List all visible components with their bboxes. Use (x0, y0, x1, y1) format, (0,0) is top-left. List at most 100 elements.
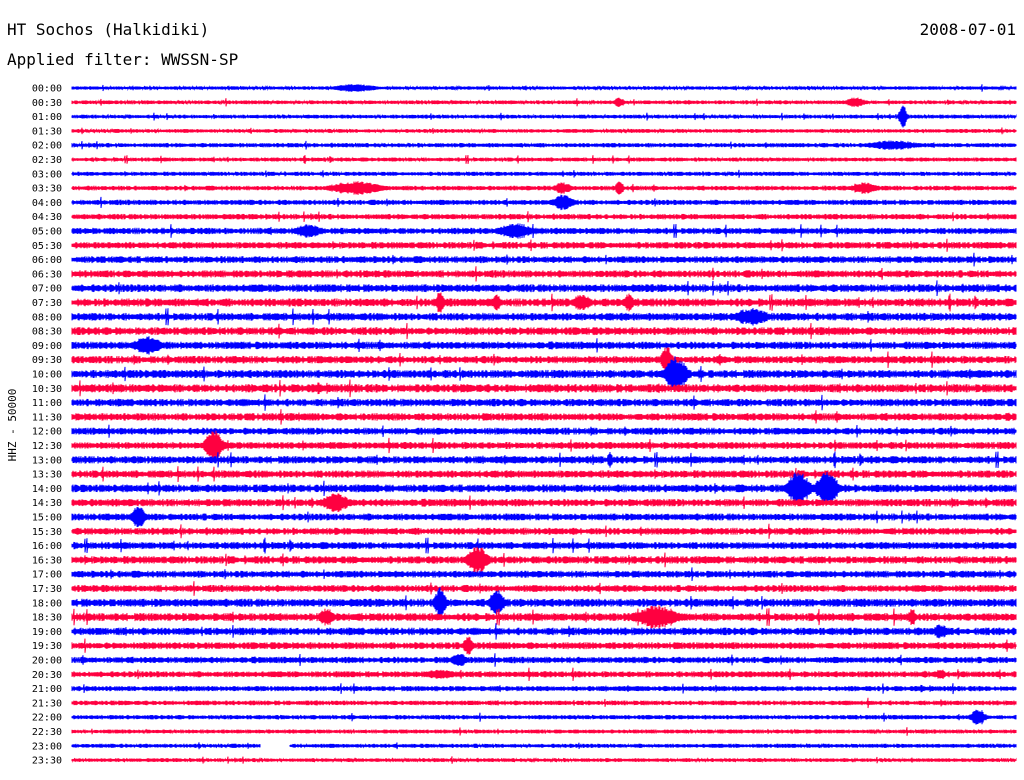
row-time-label: 19:00 (32, 627, 62, 638)
y-axis-label: HHZ - 50000 (6, 389, 19, 462)
seismic-trace (71, 605, 1017, 629)
seismic-trace (71, 409, 1017, 425)
row-time-label: 00:00 (32, 84, 62, 95)
seismic-trace (71, 266, 1017, 282)
seismic-trace (71, 280, 1017, 297)
row-time-label: 17:00 (32, 570, 62, 581)
seismic-trace (71, 587, 1017, 619)
seismic-trace (71, 169, 1017, 178)
row-time-label: 20:30 (32, 670, 62, 681)
row-time-label: 13:30 (32, 470, 62, 481)
row-time-label: 07:30 (32, 298, 62, 309)
seismic-trace (71, 84, 1017, 92)
seismic-trace (71, 252, 1017, 267)
row-time-label: 15:00 (32, 513, 62, 524)
row-time-label: 18:00 (32, 598, 62, 609)
seismic-trace (71, 523, 1017, 539)
filter-label: Applied filter: (7, 50, 152, 69)
row-time-label: 19:30 (32, 641, 62, 652)
seismic-trace (71, 238, 1017, 252)
row-time-label: 01:30 (32, 126, 62, 137)
row-time-label: 03:00 (32, 169, 62, 180)
seismic-trace (71, 194, 1017, 211)
row-time-label: 16:00 (32, 541, 62, 552)
filter-value: WWSSN-SP (161, 50, 239, 69)
row-time-label: 08:30 (32, 327, 62, 338)
seismic-trace (71, 211, 1017, 223)
seismic-trace (71, 546, 1017, 574)
date-label: 2008-07-01 (919, 20, 1016, 39)
row-time-label: 00:30 (32, 98, 62, 109)
seismic-trace (71, 347, 1017, 373)
seismic-trace (71, 97, 1017, 108)
row-time-label: 20:00 (32, 656, 62, 667)
row-labels: 00:00 00:30 01:00 01:30 02:00 02:30 03:00 03:30… (32, 84, 62, 767)
row-time-label: 10:30 (32, 384, 62, 395)
seismic-trace (71, 697, 1017, 709)
row-time-label: 11:00 (32, 398, 62, 409)
row-time-label: 02:00 (32, 141, 62, 152)
seismic-trace (71, 336, 1017, 355)
row-time-label: 23:30 (32, 756, 62, 767)
seismic-trace (71, 451, 1017, 469)
row-time-label: 08:00 (32, 312, 62, 323)
seismic-trace (71, 424, 1017, 438)
seismic-trace (71, 567, 1017, 582)
row-time-label: 14:00 (32, 484, 62, 495)
row-time-label: 14:30 (32, 498, 62, 509)
row-time-label: 22:30 (32, 727, 62, 738)
row-time-label: 02:30 (32, 155, 62, 166)
seismic-trace (71, 323, 1017, 340)
row-time-label: 21:00 (32, 684, 62, 695)
row-time-label: 12:00 (32, 427, 62, 438)
seismic-trace (71, 105, 1017, 128)
row-time-label: 04:30 (32, 212, 62, 223)
seismic-trace (71, 727, 1017, 736)
filter-line: Applied filter: WWSSN-SP (7, 50, 238, 69)
row-time-label: 21:30 (32, 698, 62, 709)
row-time-label: 15:30 (32, 527, 62, 538)
seismic-trace (71, 307, 1017, 326)
seismic-trace (71, 379, 1017, 398)
seismic-trace (71, 127, 1017, 135)
seismic-trace (71, 581, 1017, 596)
row-time-label: 09:30 (32, 355, 62, 366)
seismic-trace (71, 394, 1017, 411)
row-time-label: 01:00 (32, 112, 62, 123)
station-title: HT Sochos (Halkidiki) (7, 20, 210, 39)
row-time-label: 05:00 (32, 227, 62, 238)
row-time-label: 18:30 (32, 613, 62, 624)
seismic-trace (71, 742, 1017, 750)
seismic-trace (71, 493, 1017, 513)
row-time-label: 11:30 (32, 412, 62, 423)
row-time-label: 22:00 (32, 713, 62, 724)
row-time-label: 04:00 (32, 198, 62, 209)
row-time-label: 10:00 (32, 370, 62, 381)
seismic-trace (71, 506, 1017, 528)
seismic-trace (71, 636, 1017, 655)
row-time-label: 23:00 (32, 741, 62, 752)
seismic-trace (71, 356, 1017, 392)
seismic-trace (71, 653, 1017, 667)
row-time-label: 06:00 (32, 255, 62, 266)
row-time-label: 06:30 (32, 269, 62, 280)
row-time-label: 07:00 (32, 284, 62, 295)
row-time-label: 09:00 (32, 341, 62, 352)
row-time-label: 05:30 (32, 241, 62, 252)
row-time-label: 17:30 (32, 584, 62, 595)
seismic-trace (71, 756, 1017, 764)
seismic-trace (71, 683, 1017, 695)
seismic-trace (71, 471, 1017, 505)
row-time-label: 12:30 (32, 441, 62, 452)
traces (71, 84, 1017, 764)
row-time-label: 13:00 (32, 455, 62, 466)
row-time-label: 16:30 (32, 555, 62, 566)
seismic-trace (71, 537, 1017, 554)
seismic-trace (71, 223, 1017, 239)
seismic-trace (71, 181, 1017, 196)
seismic-trace (71, 466, 1017, 483)
row-time-label: 03:30 (32, 184, 62, 195)
seismic-trace (71, 140, 1017, 150)
seismic-trace (71, 667, 1017, 681)
seismic-trace (71, 623, 1017, 640)
